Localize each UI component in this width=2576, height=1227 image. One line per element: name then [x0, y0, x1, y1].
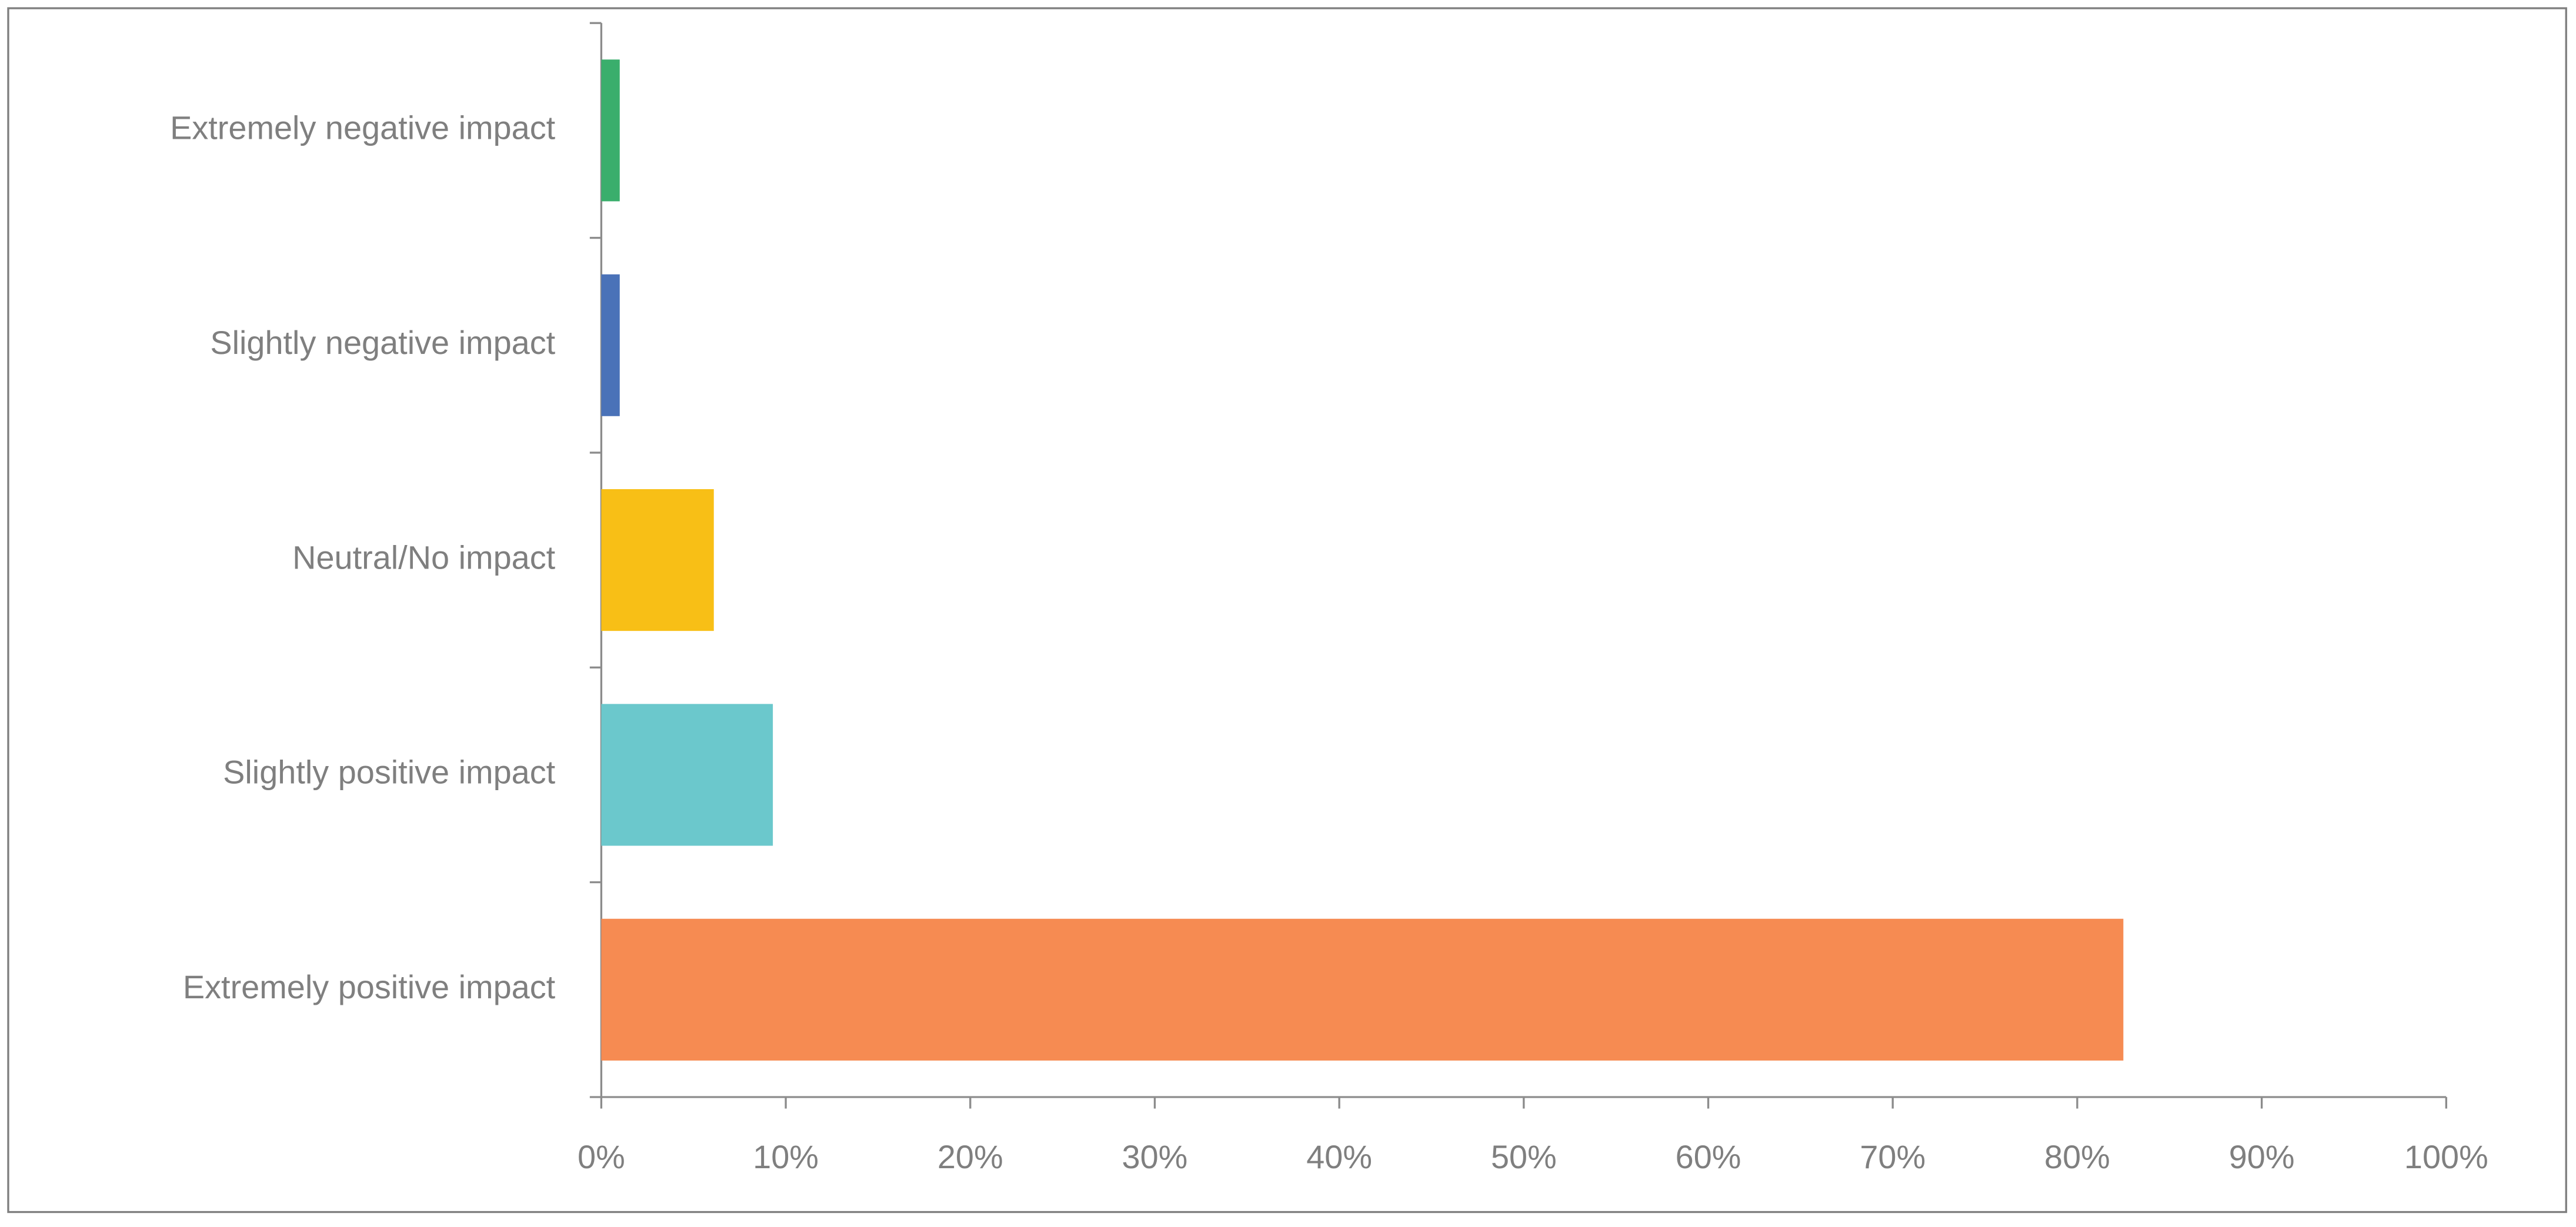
- bar: [601, 59, 620, 202]
- bar: [601, 918, 2124, 1061]
- x-tick-label: 20%: [937, 1138, 1003, 1175]
- y-tick-label: Extremely negative impact: [170, 109, 556, 146]
- x-tick-label: 70%: [1860, 1138, 1926, 1175]
- bar: [601, 704, 773, 846]
- x-tick-label: 80%: [2044, 1138, 2110, 1175]
- x-tick-label: 40%: [1306, 1138, 1372, 1175]
- x-tick-label: 0%: [578, 1138, 625, 1175]
- y-tick-label: Neutral/No impact: [292, 539, 556, 576]
- x-tick-label: 10%: [753, 1138, 819, 1175]
- y-tick-label: Slightly positive impact: [223, 754, 556, 791]
- bar: [601, 274, 620, 416]
- x-tick-label: 60%: [1676, 1138, 1741, 1175]
- x-tick-label: 90%: [2229, 1138, 2295, 1175]
- x-tick-label: 100%: [2404, 1138, 2488, 1175]
- y-tick-label: Slightly negative impact: [210, 324, 555, 361]
- x-tick-label: 30%: [1122, 1138, 1188, 1175]
- x-tick-label: 50%: [1491, 1138, 1557, 1175]
- y-tick-label: Extremely positive impact: [183, 968, 556, 1005]
- bar: [601, 489, 714, 631]
